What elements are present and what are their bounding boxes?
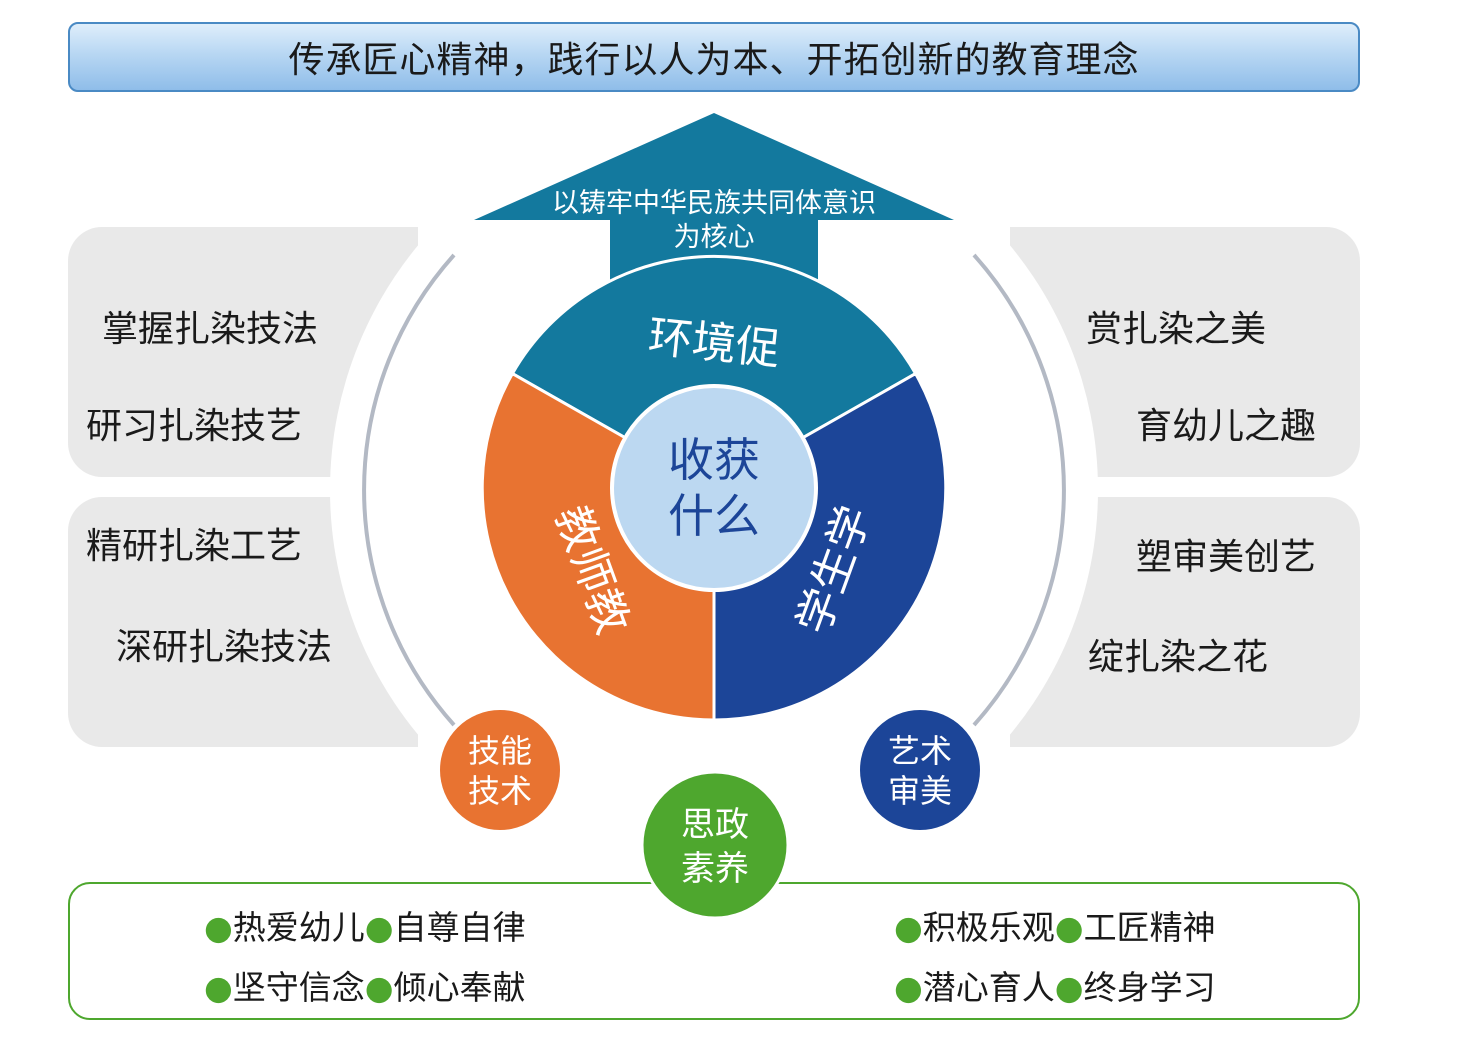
upward-arrow — [474, 113, 954, 280]
bullet-icon: ● — [1054, 908, 1084, 947]
trait-row-right-2: ●潜心育人●终身学习 — [894, 971, 1216, 1004]
trait-item: 坚守信念 — [232, 968, 365, 1007]
left-top-text-1: 掌握扎染技法 — [102, 309, 319, 350]
arrow-text-line1: 以铸牢中华民族共同体意识 — [552, 188, 876, 219]
bullet-icon: ● — [364, 968, 394, 1007]
trait-item: 潜心育人 — [922, 968, 1055, 1007]
ideology-circle-line2: 素养 — [681, 849, 749, 889]
right-bottom-text-2: 绽扎染之花 — [1088, 637, 1269, 678]
center-text-line2: 什么 — [668, 489, 760, 543]
skill-circle — [440, 710, 560, 830]
bullet-icon: ● — [364, 908, 394, 947]
right-top-text-1: 赏扎染之美 — [1086, 309, 1267, 350]
trait-row-left-1: ●热爱幼儿●自尊自律 — [204, 911, 526, 944]
arrow-text-line2: 为核心 — [674, 222, 755, 253]
ideology-circle-graphic: 思政 素养 — [640, 772, 790, 920]
art-circle — [860, 710, 980, 830]
center-circle — [610, 384, 818, 592]
trait-item: 终身学习 — [1083, 968, 1216, 1007]
trait-row-left-2: ●坚守信念●倾心奉献 — [204, 971, 526, 1004]
trait-item: 自尊自律 — [393, 908, 526, 947]
trait-item: 热爱幼儿 — [232, 908, 365, 947]
left-ring-arc — [362, 253, 456, 727]
bullet-icon: ● — [204, 908, 233, 947]
art-circle-line2: 审美 — [888, 772, 952, 810]
ideology-circle — [640, 772, 790, 920]
skill-circle-line2: 技术 — [468, 772, 532, 810]
right-top-text-2: 育幼儿之趣 — [1136, 406, 1317, 447]
bullet-icon: ● — [894, 968, 923, 1007]
bullet-icon: ● — [204, 968, 233, 1007]
left-top-text-2: 研习扎染技艺 — [86, 406, 303, 447]
art-circle-line1: 艺术 — [888, 732, 952, 770]
right-ring-arc — [972, 253, 1066, 727]
trait-row-right-1: ●积极乐观●工匠精神 — [894, 911, 1216, 944]
left-bottom-text-2: 深研扎染技法 — [116, 627, 333, 668]
trait-item: 倾心奉献 — [393, 968, 526, 1007]
left-bottom-text-1: 精研扎染工艺 — [86, 526, 303, 567]
header-banner: 传承匠心精神，践行以人为本、开拓创新的教育理念 — [68, 22, 1360, 92]
bullet-icon: ● — [894, 908, 923, 947]
trait-item: 工匠精神 — [1083, 908, 1216, 947]
right-bottom-text-1: 塑审美创艺 — [1136, 537, 1317, 578]
ideology-circle-line1: 思政 — [681, 805, 749, 845]
header-title: 传承匠心精神，践行以人为本、开拓创新的教育理念 — [288, 40, 1140, 81]
trait-item: 积极乐观 — [922, 908, 1055, 947]
bullet-icon: ● — [1054, 968, 1084, 1007]
center-text-line1: 收获 — [668, 433, 760, 487]
skill-circle-line1: 技能 — [468, 732, 532, 770]
